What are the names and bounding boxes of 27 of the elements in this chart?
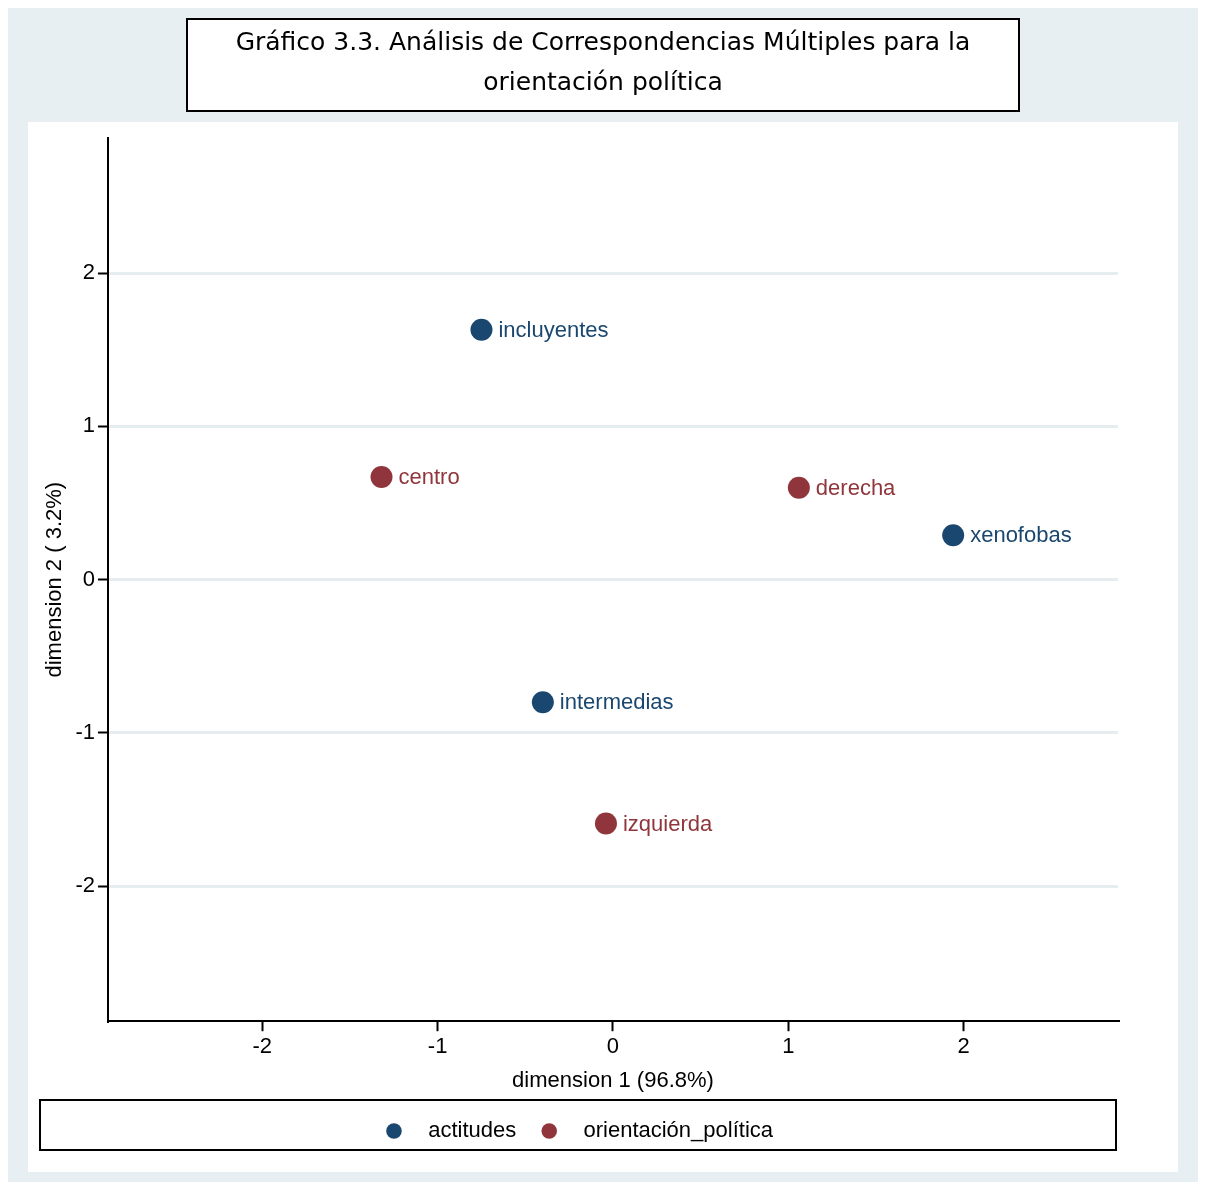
y-tick-label: 0 (82, 565, 95, 591)
y-tick-label: 1 (82, 412, 95, 438)
y-axis-title: dimension 2 ( 3.2%) (41, 481, 67, 678)
point (531, 691, 554, 714)
y-tick-label: -1 (75, 719, 95, 745)
y-tick-label: -2 (75, 872, 95, 898)
x-tick-label: -1 (427, 1033, 448, 1059)
x-tick-label: 0 (606, 1033, 620, 1059)
annotation: incluyentes (498, 316, 609, 342)
x-tick-label: -2 (252, 1033, 273, 1059)
point (787, 476, 810, 499)
x-tick-label: 1 (782, 1033, 795, 1059)
x-tick-label: 2 (957, 1033, 970, 1059)
point (942, 524, 965, 547)
point (370, 465, 393, 488)
y-tick-label: 2 (82, 259, 95, 285)
annotation: xenofobas (970, 522, 1072, 548)
annotation: derecha (815, 474, 897, 500)
point (594, 812, 617, 835)
annotation: izquierda (622, 810, 714, 836)
annotation: centro (398, 464, 460, 490)
chart-title: Gráfico 3.3. Análisis de Correspondencias Múltiples para la orientación política (186, 18, 1020, 112)
legend-label: actitudes (415, 1117, 517, 1143)
x-axis-title: dimension 1 (96.8%) (512, 1066, 714, 1092)
annotation: intermedias (559, 689, 674, 715)
point (470, 318, 493, 341)
legend-label: orientación_política (571, 1117, 774, 1143)
